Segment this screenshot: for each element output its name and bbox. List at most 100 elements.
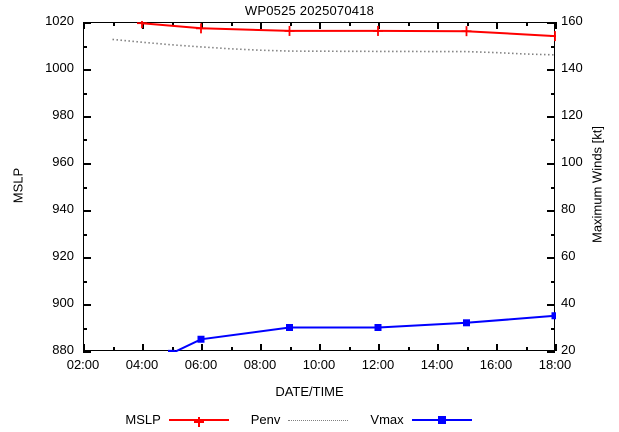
y2-axis-tick-label: 40 <box>561 295 576 310</box>
axis-tick-mark <box>172 22 174 26</box>
axis-tick-mark <box>83 22 87 24</box>
x-axis-tick-label: 08:00 <box>243 357 277 372</box>
axis-tick-mark <box>349 22 351 26</box>
axis-tick-mark <box>113 22 115 26</box>
y-axis-tick-label: 900 <box>52 295 74 310</box>
x-axis-tick-label: 06:00 <box>184 357 218 372</box>
axis-tick-mark <box>551 281 555 283</box>
axis-tick-mark <box>83 69 91 71</box>
series-line-mslp <box>142 23 555 36</box>
axis-tick-mark <box>547 257 555 259</box>
axis-tick-mark <box>83 116 91 118</box>
axis-tick-mark <box>319 22 321 26</box>
axis-tick-mark <box>551 234 555 236</box>
data-point-marker <box>198 336 205 343</box>
axis-tick-mark <box>83 347 85 351</box>
axis-tick-mark <box>496 22 498 26</box>
axis-tick-mark <box>547 210 555 212</box>
axis-tick-mark <box>83 46 87 48</box>
series-line-vmax <box>172 316 556 354</box>
axis-tick-mark <box>83 93 87 95</box>
axis-tick-mark <box>496 347 498 351</box>
axis-tick-mark <box>172 347 174 351</box>
axis-tick-mark <box>408 347 410 351</box>
y-axis-tick-label: 920 <box>52 248 74 263</box>
legend-swatch-vmax <box>411 413 472 427</box>
y2-axis-tick-label: 20 <box>561 342 576 357</box>
data-point-marker <box>375 324 382 331</box>
axis-tick-mark <box>113 347 115 351</box>
y2-axis-tick-label: 120 <box>561 107 583 122</box>
axis-tick-mark <box>467 22 469 26</box>
axis-tick-mark <box>437 22 439 26</box>
axis-tick-mark <box>349 347 351 351</box>
axis-tick-mark <box>83 163 91 165</box>
axis-tick-mark <box>83 116 87 118</box>
series-line-penv <box>113 39 556 55</box>
axis-tick-mark <box>83 210 87 212</box>
axis-tick-mark <box>142 347 144 351</box>
plot-area <box>83 22 555 351</box>
legend-swatch-mslp <box>168 413 229 427</box>
axis-tick-mark <box>83 328 87 330</box>
axis-tick-mark <box>408 22 410 26</box>
axis-tick-mark <box>260 22 262 26</box>
axis-tick-mark <box>551 139 555 141</box>
axis-tick-mark <box>83 351 87 353</box>
y2-axis-tick-label: 60 <box>561 248 576 263</box>
y2-axis-tick-label: 160 <box>561 13 583 28</box>
x-axis-tick-label: 16:00 <box>479 357 513 372</box>
axis-tick-mark <box>467 347 469 351</box>
axis-tick-mark <box>83 187 87 189</box>
y2-axis-title: Maximum Winds [kt] <box>589 125 605 243</box>
data-point-marker <box>550 31 560 41</box>
axis-tick-mark <box>260 347 262 351</box>
axis-tick-mark <box>83 22 85 26</box>
axis-tick-mark <box>83 351 91 353</box>
y-axis-tick-label: 1020 <box>45 13 74 28</box>
axis-tick-mark <box>83 281 87 283</box>
data-point-marker <box>463 319 470 326</box>
axis-tick-mark <box>547 163 555 165</box>
axis-tick-mark <box>201 347 203 351</box>
data-point-marker <box>552 312 559 319</box>
legend-marker-icon <box>437 415 446 424</box>
axis-tick-mark <box>83 257 87 259</box>
x-axis-tick-label: 18:00 <box>538 357 572 372</box>
axis-tick-mark <box>551 328 555 330</box>
x-axis-tick-label: 02:00 <box>66 357 100 372</box>
legend-label: Penv <box>250 412 281 427</box>
y2-axis-tick-label: 80 <box>561 201 576 216</box>
data-point-marker <box>168 350 175 357</box>
x-axis-tick-label: 10:00 <box>302 357 336 372</box>
axis-tick-mark <box>547 351 555 353</box>
x-axis-title: DATE/TIME <box>275 384 344 399</box>
axis-tick-mark <box>437 347 439 351</box>
axis-tick-mark <box>547 116 555 118</box>
legend-entry-penv: Penv <box>251 412 371 427</box>
axis-tick-mark <box>83 139 87 141</box>
legend-label: Vmax <box>370 412 404 427</box>
x-axis-tick-label: 12:00 <box>361 357 395 372</box>
x-axis-tick-label: 04:00 <box>125 357 159 372</box>
axis-tick-mark <box>83 304 87 306</box>
y-axis-tick-label: 980 <box>52 107 74 122</box>
axis-tick-mark <box>83 210 91 212</box>
axis-tick-mark <box>555 347 557 351</box>
axis-tick-mark <box>83 257 91 259</box>
data-point-marker <box>285 26 295 36</box>
axis-tick-mark <box>83 69 87 71</box>
legend-line <box>288 419 349 421</box>
y2-axis-tick-label: 100 <box>561 154 583 169</box>
axis-tick-mark <box>526 22 528 26</box>
y-axis-tick-label: 880 <box>52 342 74 357</box>
axis-tick-mark <box>378 22 380 26</box>
legend-swatch-penv <box>288 413 349 427</box>
legend-entry-vmax: Vmax <box>370 412 493 427</box>
axis-tick-mark <box>83 234 87 236</box>
chart-title: WP0525 2025070418 <box>244 3 375 18</box>
data-point-marker <box>373 26 383 36</box>
axis-tick-mark <box>555 22 557 26</box>
chart-legend: MSLP Penv Vmax <box>0 412 619 427</box>
